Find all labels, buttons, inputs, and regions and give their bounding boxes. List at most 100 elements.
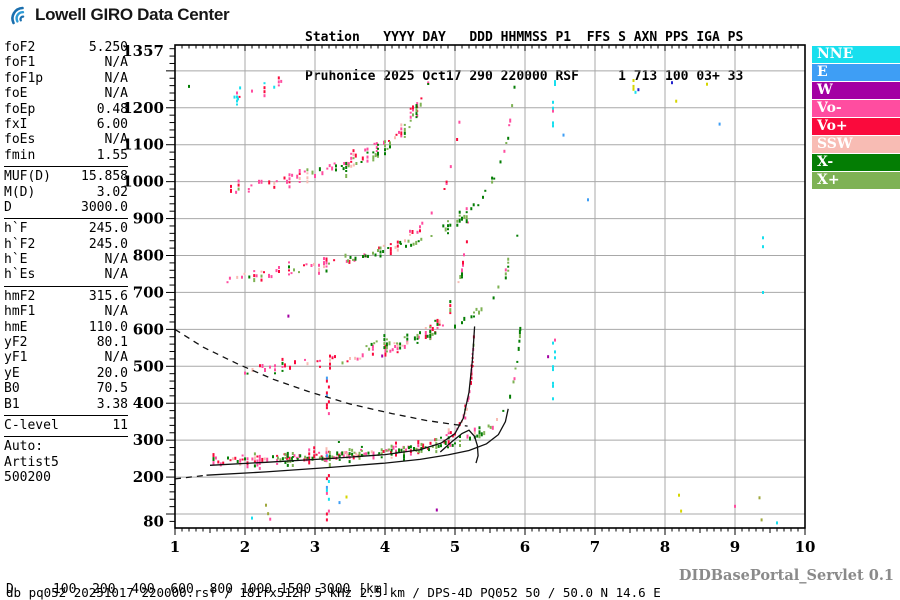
parameter-row: hmF1 N/A — [4, 304, 128, 319]
x-tick-label: 3 — [310, 538, 320, 556]
parameter-label: h`Es — [4, 267, 36, 283]
y-tick-label: 900 — [133, 210, 164, 228]
artist-lower-trace-fit — [206, 408, 509, 476]
parameter-label: foE — [4, 86, 28, 102]
servlet-version-label: DIDBasePortal_Servlet 0.1 — [678, 567, 894, 584]
profile-peak-hook — [439, 429, 479, 464]
parameter-value: 315.6 — [88, 288, 128, 304]
parameter-row: h`F 245.0 — [4, 221, 128, 236]
parameter-row: foEp 0.48 — [4, 102, 128, 117]
parameter-row: B1 3.38 — [4, 397, 128, 412]
parameter-row: foF2 5.250 — [4, 40, 128, 55]
x-tick-label: 10 — [795, 538, 816, 556]
parameter-label: foF1p — [4, 70, 44, 86]
y-tick-label: 500 — [133, 357, 164, 375]
parameter-label: D — [4, 199, 12, 215]
parameter-label: MUF(D) — [4, 169, 51, 185]
parameter-value: N/A — [104, 70, 128, 86]
parameter-value: 110.0 — [88, 319, 128, 335]
parameter-label: yE — [4, 365, 20, 381]
parameter-row: yF1 N/A — [4, 350, 128, 365]
parameter-label: foEp — [4, 101, 36, 117]
parameter-group-divider — [4, 166, 128, 168]
parameter-value: N/A — [104, 252, 128, 268]
auto-scaler-line: Auto: — [4, 439, 44, 455]
parameter-row: hmF2 315.6 — [4, 289, 128, 304]
x-tick-label: 2 — [240, 538, 250, 556]
parameter-value: 15.858 — [81, 169, 128, 185]
parameter-value: 3000.0 — [81, 199, 128, 215]
parameter-value: 80.1 — [96, 335, 128, 351]
parameter-label: B1 — [4, 396, 20, 412]
parameter-label: hmF1 — [4, 304, 36, 320]
parameter-label: B0 — [4, 381, 20, 397]
legend-item-x: X+ — [812, 172, 900, 189]
parameter-value: 245.0 — [88, 236, 128, 252]
legend-item-vo: Vo- — [812, 100, 900, 117]
parameter-row: hmE 110.0 — [4, 320, 128, 335]
parameter-value: 5.250 — [88, 40, 128, 55]
y-tick-label: 1357 — [122, 42, 164, 60]
parameter-label: yF1 — [4, 350, 28, 366]
y-tick-label: 200 — [133, 468, 164, 486]
parameter-value: 6.00 — [96, 116, 128, 132]
parameter-label: foF1 — [4, 55, 36, 71]
parameter-label: C-level — [4, 417, 59, 433]
parameter-row: foEs N/A — [4, 132, 128, 147]
brand: Lowell GIRO Data Center — [8, 4, 230, 26]
parameter-row: C-level 11 — [4, 418, 128, 433]
parameter-value: N/A — [104, 304, 128, 320]
y-tick-label: 600 — [133, 320, 164, 338]
parameter-panel: foF2 5.250 foF1 N/A foF1p N/A foE N/A foEp 0.48 fx… — [4, 40, 128, 486]
parameter-value: 3.38 — [96, 396, 128, 412]
x-tick-label: 4 — [380, 538, 390, 556]
x-tick-label: 5 — [450, 538, 460, 556]
giro-logo-icon — [11, 6, 25, 25]
parameter-row: yF2 80.1 — [4, 335, 128, 350]
y-tick-label: 1100 — [122, 136, 164, 154]
parameter-label: M(D) — [4, 184, 36, 200]
measurement-info-line: db pq052 20251017 220000.rsf / 181fx512h… — [6, 585, 661, 600]
parameter-label: hmE — [4, 319, 28, 335]
y-tick-label: 400 — [133, 394, 164, 412]
auto-scaler-line: 500200 — [4, 470, 51, 486]
parameter-row: B0 70.5 — [4, 381, 128, 396]
legend-item-vo: Vo+ — [812, 118, 900, 135]
parameter-row: foF1 N/A — [4, 55, 128, 70]
parameter-row: M(D) 3.02 — [4, 185, 128, 200]
parameter-value: N/A — [104, 267, 128, 283]
parameter-value: 20.0 — [96, 365, 128, 381]
parameter-row: yE 20.0 — [4, 366, 128, 381]
parameter-value: N/A — [104, 132, 128, 148]
legend-item-x: X- — [812, 154, 900, 171]
parameter-value: 70.5 — [96, 381, 128, 397]
parameter-group-divider — [4, 285, 128, 287]
x-tick-label: 1 — [170, 538, 180, 556]
parameter-label: fxI — [4, 116, 28, 132]
legend-item-w: W — [812, 82, 900, 99]
muf-table: D 100 200 400 600 800 1000 1500 3000 [km… — [6, 556, 397, 600]
parameter-row: h`F2 245.0 — [4, 237, 128, 252]
parameter-label: foEs — [4, 132, 36, 148]
parameter-value: 1.55 — [96, 147, 128, 163]
station-header-columns: Station YYYY DAY DDD HHMMSS P1 FFS S AXN… — [305, 30, 744, 45]
parameter-label: yF2 — [4, 335, 28, 351]
parameter-label: h`F — [4, 221, 28, 237]
parameter-label: hmF2 — [4, 288, 36, 304]
parameter-row: fxI 6.00 — [4, 117, 128, 132]
parameter-row: h`E N/A — [4, 252, 128, 267]
parameter-row: fmin 1.55 — [4, 148, 128, 163]
page-title: Lowell GIRO Data Center — [35, 5, 230, 24]
parameter-group-divider — [4, 218, 128, 220]
auto-scaler-line: Artist5 — [4, 454, 59, 470]
parameter-label: h`E — [4, 252, 28, 268]
y-tick-label: 1000 — [122, 173, 164, 191]
legend-item-nne: NNE — [812, 46, 900, 63]
y-tick-label: 700 — [133, 283, 164, 301]
muf3000-transmission-curve — [174, 328, 468, 427]
parameter-label: fmin — [4, 147, 36, 163]
parameter-group-divider — [4, 436, 128, 438]
parameter-value: N/A — [104, 350, 128, 366]
